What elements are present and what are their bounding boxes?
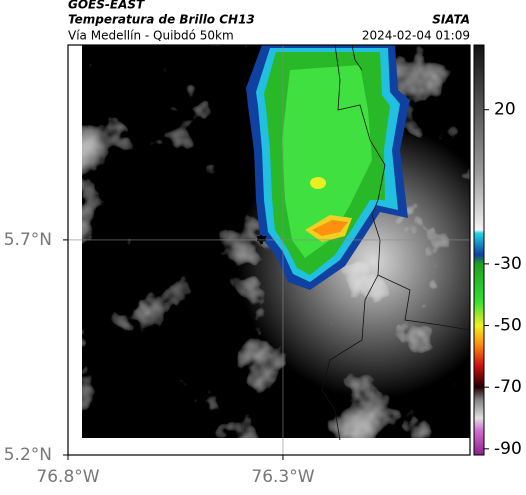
cloud-yellow — [310, 177, 326, 189]
colorbar-tick-label: -90 — [494, 439, 522, 459]
y-tick-label: 5.2°N — [4, 445, 52, 465]
colorbar — [473, 44, 485, 456]
cloud-orange-core — [312, 220, 348, 236]
subtitle: Temperatura de Brillo CH13 — [68, 13, 255, 27]
colorbar-tick-label: 20 — [494, 100, 516, 120]
datetime: 2024-02-04 01:09 — [362, 29, 470, 43]
source: SIATA — [432, 13, 470, 27]
plot-frame — [67, 44, 471, 456]
y-tick-label: 5.7°N — [4, 230, 52, 250]
x-tick-label: 76.8°W — [36, 467, 99, 487]
x-tick-label: 76.3°W — [251, 467, 314, 487]
boundaries — [321, 45, 470, 441]
title: GOES-EAST — [68, 0, 145, 12]
imagery — [82, 45, 470, 441]
colorbar-tick-label: -50 — [494, 316, 522, 336]
colorbar-tick-label: -30 — [494, 254, 522, 274]
cloud-light-green — [282, 65, 372, 258]
route: Vía Medellín - Quibdó 50km — [68, 29, 234, 43]
colorbar-tick-label: -70 — [494, 377, 522, 397]
